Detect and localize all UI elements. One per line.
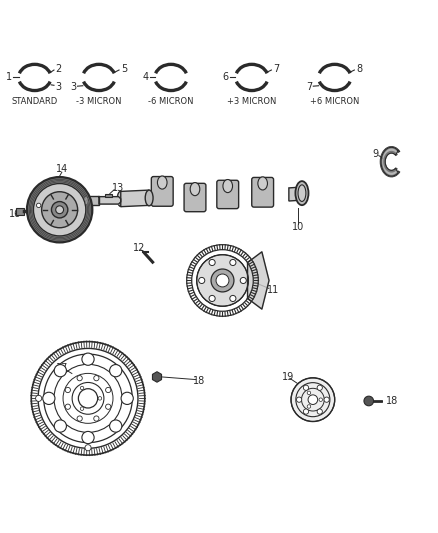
Circle shape	[54, 365, 67, 377]
Circle shape	[121, 392, 133, 405]
Circle shape	[110, 420, 122, 432]
Text: 3: 3	[70, 82, 76, 92]
Ellipse shape	[190, 183, 200, 196]
Polygon shape	[381, 147, 398, 176]
Circle shape	[27, 177, 92, 243]
Circle shape	[42, 192, 78, 228]
Text: 18: 18	[386, 396, 398, 406]
Circle shape	[209, 260, 215, 265]
Text: 18: 18	[193, 376, 205, 386]
Text: 19: 19	[282, 372, 294, 382]
Circle shape	[43, 392, 55, 405]
Text: STANDARD: STANDARD	[12, 98, 58, 107]
Circle shape	[209, 295, 215, 302]
Circle shape	[307, 391, 311, 394]
Text: 4: 4	[142, 72, 148, 83]
Circle shape	[364, 396, 374, 406]
Circle shape	[230, 295, 236, 302]
Polygon shape	[247, 252, 269, 309]
Polygon shape	[121, 190, 149, 207]
Text: 10: 10	[291, 222, 304, 232]
Circle shape	[98, 397, 102, 400]
Circle shape	[85, 445, 91, 451]
Circle shape	[304, 409, 309, 414]
Circle shape	[82, 431, 94, 443]
Circle shape	[319, 398, 322, 401]
Circle shape	[36, 203, 41, 207]
Text: 14: 14	[56, 164, 68, 174]
Text: 5: 5	[121, 64, 127, 74]
Circle shape	[317, 409, 322, 414]
Ellipse shape	[157, 176, 167, 189]
Circle shape	[211, 269, 234, 292]
Text: -6 MICRON: -6 MICRON	[148, 98, 194, 107]
Circle shape	[106, 387, 111, 393]
Circle shape	[216, 274, 229, 287]
Text: -3 MICRON: -3 MICRON	[76, 98, 122, 107]
Text: 15: 15	[28, 195, 41, 205]
Circle shape	[80, 407, 84, 410]
FancyBboxPatch shape	[217, 180, 239, 208]
Ellipse shape	[295, 181, 308, 205]
FancyBboxPatch shape	[151, 176, 173, 206]
Polygon shape	[289, 187, 302, 201]
Circle shape	[56, 206, 64, 214]
Ellipse shape	[298, 185, 306, 201]
Text: 11: 11	[268, 285, 280, 295]
Circle shape	[51, 201, 68, 218]
Circle shape	[65, 404, 71, 409]
Text: 7: 7	[306, 82, 312, 92]
Text: 2: 2	[56, 64, 62, 74]
Circle shape	[94, 416, 99, 421]
Ellipse shape	[258, 177, 268, 190]
Circle shape	[297, 397, 302, 402]
Ellipse shape	[83, 196, 88, 205]
Text: 7: 7	[274, 64, 280, 74]
Text: +6 MICRON: +6 MICRON	[310, 98, 360, 107]
Circle shape	[324, 397, 329, 402]
FancyBboxPatch shape	[252, 177, 274, 207]
Text: 1: 1	[6, 72, 12, 83]
Circle shape	[291, 378, 335, 422]
Circle shape	[77, 416, 82, 421]
Circle shape	[33, 183, 86, 236]
Circle shape	[230, 260, 236, 265]
Bar	[16, 207, 24, 215]
Circle shape	[82, 353, 94, 365]
Ellipse shape	[117, 191, 124, 206]
Circle shape	[304, 385, 309, 390]
Circle shape	[94, 376, 99, 381]
Circle shape	[106, 404, 111, 409]
Circle shape	[65, 387, 71, 393]
Text: 13: 13	[112, 183, 124, 193]
FancyBboxPatch shape	[184, 183, 206, 212]
Text: 6: 6	[223, 72, 229, 83]
Bar	[106, 194, 113, 197]
Ellipse shape	[223, 180, 233, 192]
Text: 8: 8	[357, 64, 363, 74]
Circle shape	[78, 389, 98, 408]
Circle shape	[307, 405, 311, 408]
Polygon shape	[86, 196, 99, 205]
Circle shape	[35, 395, 42, 401]
Circle shape	[54, 420, 67, 432]
Text: 12: 12	[132, 243, 145, 253]
Circle shape	[110, 365, 122, 377]
Circle shape	[77, 376, 82, 381]
Circle shape	[199, 277, 205, 284]
Circle shape	[308, 395, 318, 405]
Text: 9: 9	[372, 149, 378, 159]
Text: 3: 3	[56, 82, 62, 92]
Polygon shape	[99, 197, 121, 204]
Circle shape	[34, 200, 43, 210]
Circle shape	[317, 385, 322, 390]
Circle shape	[80, 386, 84, 390]
Circle shape	[197, 255, 248, 306]
Ellipse shape	[145, 190, 153, 206]
Circle shape	[240, 277, 246, 284]
Text: +3 MICRON: +3 MICRON	[227, 98, 276, 107]
Text: 16: 16	[9, 209, 21, 219]
Text: 17: 17	[56, 363, 68, 373]
